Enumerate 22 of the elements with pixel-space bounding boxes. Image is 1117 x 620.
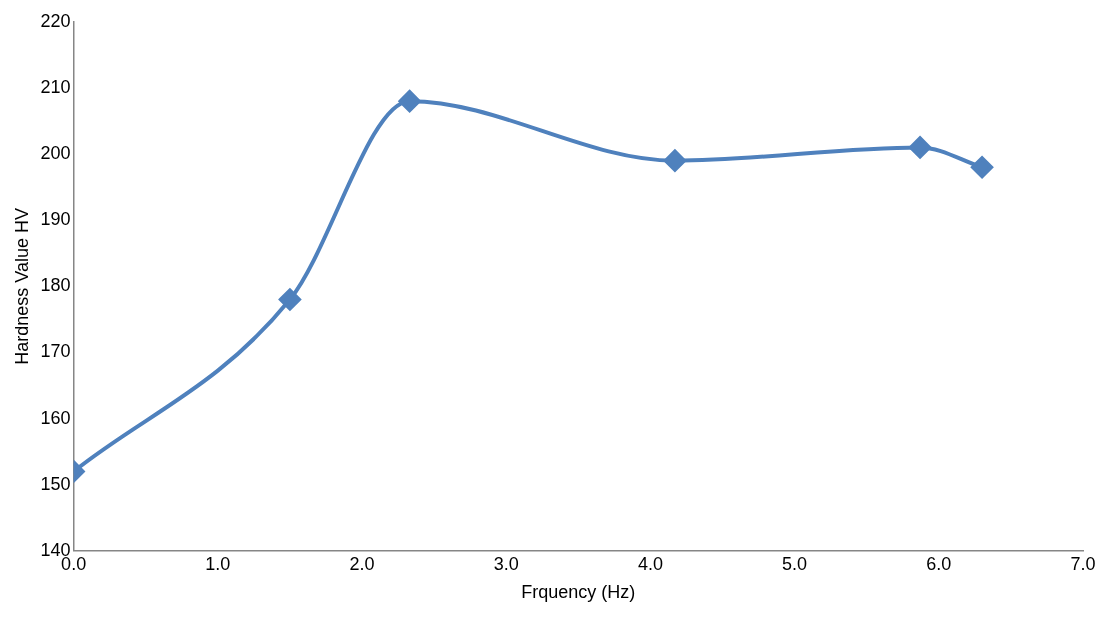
x-axis-title: Frquency (Hz) bbox=[521, 582, 636, 603]
point bbox=[398, 90, 421, 113]
point bbox=[663, 149, 686, 172]
y-tick-label: 180 bbox=[40, 275, 71, 296]
y-tick-label: 220 bbox=[40, 10, 71, 31]
y-tick-label: 210 bbox=[40, 76, 71, 97]
x-tick-label: 4.0 bbox=[637, 553, 663, 574]
x-tick-label: 1.0 bbox=[205, 553, 231, 574]
y-axis-title: Hardness Value HV bbox=[11, 207, 32, 365]
x-tick-label: 3.0 bbox=[493, 553, 519, 574]
x-tick-label: 7.0 bbox=[1070, 553, 1096, 574]
y-tick-label: 190 bbox=[40, 209, 71, 230]
y-tick-label: 200 bbox=[40, 143, 71, 164]
point bbox=[971, 156, 994, 179]
y-tick-label: 170 bbox=[40, 341, 71, 362]
y-tick-label: 160 bbox=[40, 407, 71, 428]
point bbox=[909, 136, 932, 159]
x-tick-label: 6.0 bbox=[926, 553, 952, 574]
x-tick-label: 5.0 bbox=[782, 553, 808, 574]
y-tick-label: 150 bbox=[40, 473, 71, 494]
point bbox=[278, 288, 301, 311]
x-tick-label: 2.0 bbox=[349, 553, 375, 574]
